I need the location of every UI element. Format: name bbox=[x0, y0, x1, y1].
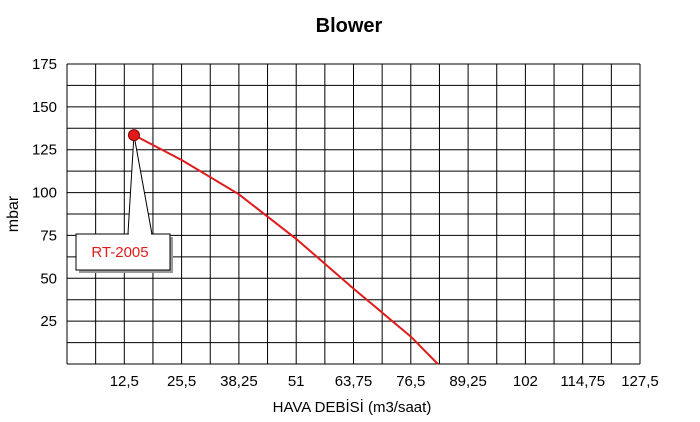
annotation-layer: RT-2005 bbox=[75, 129, 173, 273]
highlight-point bbox=[127, 129, 140, 142]
y-tick-label: 175 bbox=[32, 56, 57, 73]
series-layer bbox=[133, 134, 439, 365]
callout-box bbox=[75, 233, 171, 271]
chart-title: Blower bbox=[316, 15, 383, 37]
y-tick-label: 150 bbox=[32, 99, 57, 116]
y-tick-label: 25 bbox=[40, 313, 57, 330]
x-tick-label: 76,5 bbox=[396, 373, 425, 390]
x-tick-label: 102 bbox=[513, 373, 538, 390]
y-tick-label: 75 bbox=[40, 227, 57, 244]
grid bbox=[66, 63, 641, 365]
x-tick-label: 63,75 bbox=[335, 373, 373, 390]
y-tick-label: 100 bbox=[32, 185, 57, 202]
x-tick-label: 51 bbox=[288, 373, 305, 390]
x-tick-label: 89,25 bbox=[449, 373, 487, 390]
x-tick-label: 12,5 bbox=[110, 373, 139, 390]
x-tick-label: 127,5 bbox=[621, 373, 659, 390]
callout-label: RT-2005 bbox=[91, 244, 148, 261]
series-line bbox=[133, 134, 439, 365]
y-axis-label: mbar bbox=[5, 195, 22, 232]
x-axis-label: HAVA DEBİSİ (m3/saat) bbox=[273, 398, 432, 416]
x-tick-label: 38,25 bbox=[220, 373, 258, 390]
y-tick-label: 125 bbox=[32, 142, 57, 159]
x-tick-label: 114,75 bbox=[560, 373, 605, 390]
x-tick-label: 25,5 bbox=[167, 373, 196, 390]
tick-labels: 12,5 25,5 38,25 51 63,75 76,5 89,25 102 114,75 12… bbox=[32, 56, 659, 390]
y-tick-label: 50 bbox=[40, 270, 57, 287]
